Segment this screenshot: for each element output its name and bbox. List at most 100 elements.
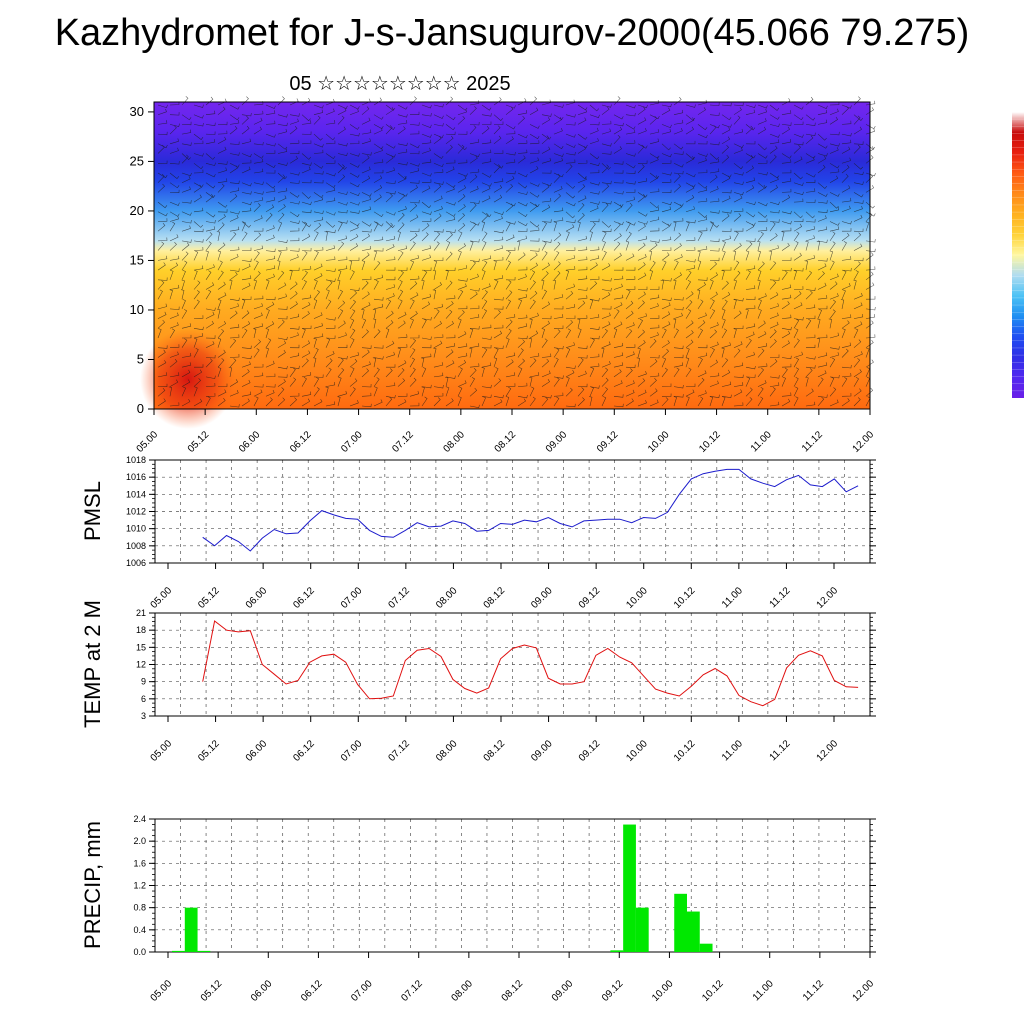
wind-barb — [745, 331, 755, 339]
wind-barb — [193, 333, 204, 339]
wind-barb — [733, 348, 741, 358]
wind-barb — [829, 108, 839, 115]
wind-barb — [385, 143, 396, 149]
wind-barb — [469, 125, 477, 135]
wind-barb — [709, 372, 720, 378]
temp-xtick-label: 06.00 — [244, 738, 270, 764]
wind-barb — [469, 106, 477, 115]
wind-barb — [625, 267, 636, 271]
wind-barb — [541, 133, 552, 140]
wind-barb — [685, 367, 692, 378]
wind-barb — [217, 106, 226, 115]
wind-barb — [397, 162, 408, 166]
wind-barb — [613, 328, 618, 339]
wind-barb — [649, 114, 660, 120]
wind-barb — [481, 283, 491, 290]
wind-barb — [853, 279, 857, 290]
wind-barb — [637, 192, 648, 198]
wind-barb — [709, 168, 720, 174]
wind-barb — [709, 279, 714, 290]
wind-barb — [349, 104, 360, 110]
wind-barb — [553, 306, 564, 310]
wind-barb — [721, 172, 732, 178]
wind-barb — [229, 114, 240, 121]
wind-barb — [685, 237, 696, 242]
wind-barb — [589, 335, 600, 340]
wind-barb — [625, 202, 633, 212]
wind-barb — [697, 246, 708, 251]
wind-barb — [409, 357, 415, 368]
wind-barb — [865, 266, 876, 271]
wind-barb — [217, 161, 228, 165]
wind-barb — [217, 320, 227, 329]
wind-barb — [469, 121, 480, 126]
wind-barb — [697, 312, 707, 319]
wind-barb — [481, 324, 492, 329]
wind-barb — [529, 330, 539, 339]
wind-barb — [793, 318, 800, 329]
wind-barb — [241, 369, 250, 378]
wind-barb — [793, 218, 804, 222]
wind-barb — [709, 322, 719, 329]
wind-barb — [745, 104, 756, 108]
wind-barb — [541, 251, 548, 261]
wind-barb — [349, 358, 358, 368]
wind-barb — [613, 114, 624, 120]
wind-barb — [193, 133, 204, 140]
wind-barb — [397, 347, 401, 358]
wind-barb — [445, 124, 456, 131]
wind-barb — [277, 122, 288, 127]
wind-barb — [589, 121, 600, 126]
wind-barb — [349, 352, 360, 358]
wind-barb — [193, 315, 204, 319]
wind-barb — [253, 168, 264, 174]
wind-barb — [817, 394, 828, 398]
wind-barb — [733, 208, 744, 213]
wind-barb — [169, 201, 180, 206]
wind-barb — [229, 310, 238, 319]
wind-barb — [241, 153, 252, 158]
wind-barb — [457, 265, 468, 271]
wind-barb — [457, 194, 466, 203]
wind-barb — [397, 279, 403, 290]
wind-barb — [685, 280, 691, 290]
wind-barb — [517, 172, 528, 178]
temp-xtick-label: 10.00 — [624, 738, 650, 764]
wind-barb — [457, 278, 468, 282]
wind-barb — [338, 344, 348, 348]
wind-barb — [817, 318, 821, 329]
wind-barb — [817, 153, 828, 157]
wind-barb — [385, 211, 396, 216]
wind-barb — [817, 143, 828, 149]
wind-barb — [481, 126, 490, 135]
wind-barb — [709, 291, 718, 300]
wind-barb — [253, 245, 264, 251]
wind-barb — [481, 121, 492, 125]
wind-barb — [517, 191, 528, 195]
wind-barb — [769, 292, 779, 300]
wind-barb — [301, 114, 311, 122]
wind-barb — [373, 329, 381, 339]
wind-barb — [157, 328, 162, 339]
wind-barb — [409, 255, 420, 261]
wind-barb — [781, 398, 791, 407]
wind-barb — [853, 181, 864, 185]
wind-barb — [529, 133, 540, 140]
wind-barb — [757, 279, 761, 290]
wind-barb — [253, 271, 261, 280]
wind-barb — [673, 232, 682, 242]
wind-barb — [469, 328, 474, 339]
wind-barb — [625, 240, 630, 251]
wind-barb — [637, 253, 647, 261]
wind-barb — [169, 372, 180, 378]
wind-barb — [613, 362, 624, 368]
wind-barb — [337, 367, 345, 378]
wind-barb — [349, 387, 356, 397]
wind-barb — [793, 241, 799, 251]
wind-barb — [709, 153, 720, 160]
wind-barb — [337, 164, 345, 174]
precip-xtick-label: 05.12 — [199, 978, 225, 1004]
wind-barb — [433, 309, 440, 319]
wind-barb — [301, 294, 312, 300]
wind-barb — [721, 394, 732, 399]
